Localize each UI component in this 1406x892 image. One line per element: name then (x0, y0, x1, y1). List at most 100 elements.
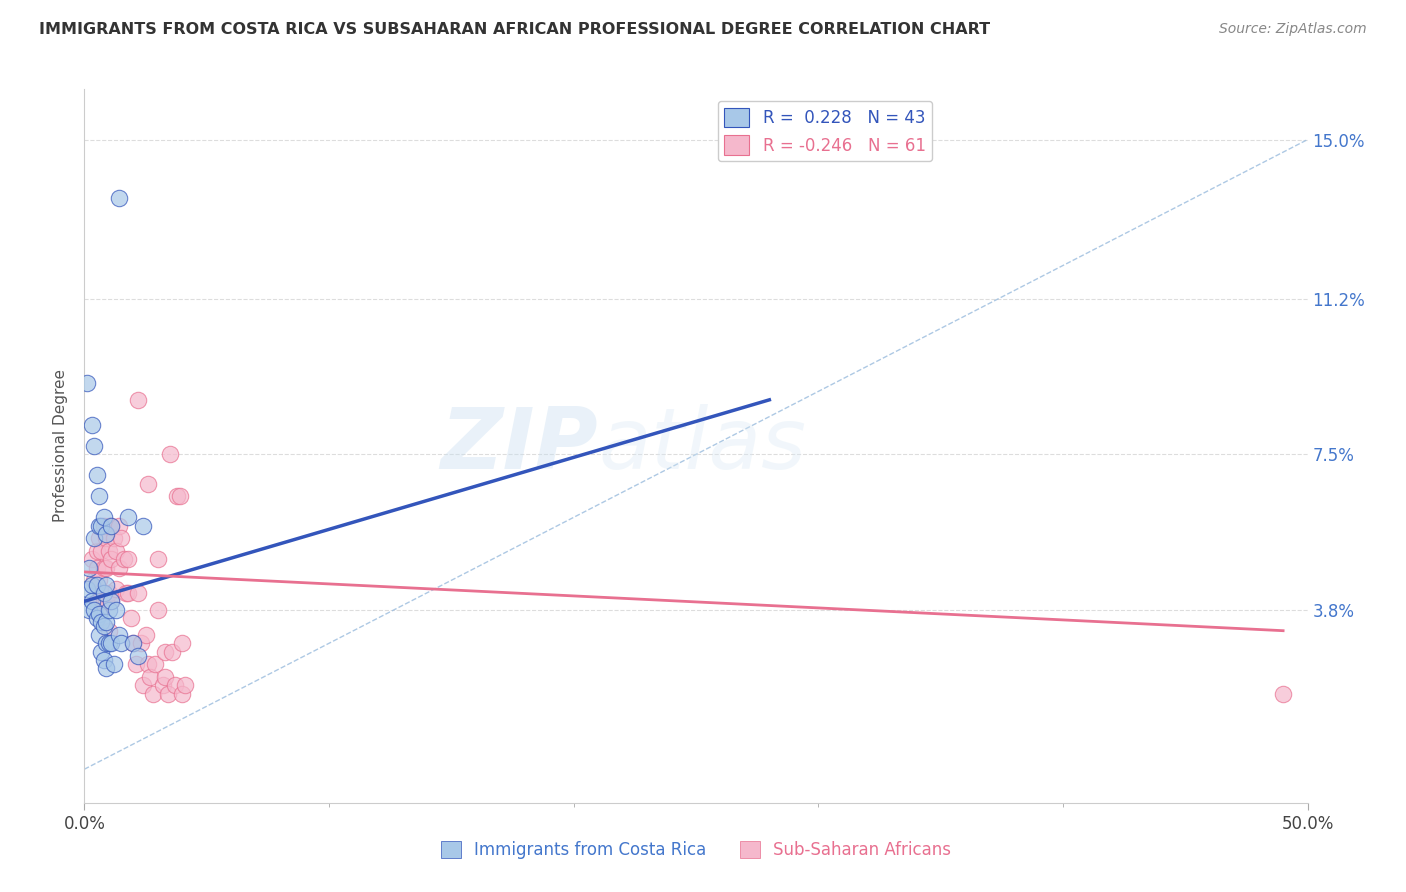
Point (96, 615, 118, 630)
Point (153, 645, 176, 659)
Point (117, 510, 139, 524)
Point (93, 586, 115, 600)
Point (110, 636, 132, 650)
Point (159, 447, 181, 461)
Point (120, 611, 142, 625)
Point (136, 657, 159, 672)
Point (117, 552, 139, 566)
Point (87, 532, 110, 546)
Point (107, 628, 129, 642)
Point (107, 560, 129, 574)
Point (132, 678, 155, 692)
Point (87, 489, 110, 503)
Point (97, 586, 120, 600)
Point (105, 603, 128, 617)
Point (132, 518, 155, 533)
Point (97, 544, 120, 558)
Text: IMMIGRANTS FROM COSTA RICA VS SUBSAHARAN AFRICAN PROFESSIONAL DEGREE CORRELATION: IMMIGRANTS FROM COSTA RICA VS SUBSAHARAN… (39, 22, 990, 37)
Point (127, 392, 149, 407)
Point (146, 603, 169, 617)
Point (90, 518, 112, 533)
Point (80, 594, 103, 608)
Point (96, 560, 118, 574)
Point (173, 678, 195, 692)
Point (152, 678, 174, 692)
Point (105, 582, 128, 596)
Point (115, 586, 138, 600)
Point (87, 607, 110, 621)
Point (1272, 687, 1295, 701)
Point (86, 544, 108, 558)
Text: ZIP: ZIP (440, 404, 598, 488)
Point (90, 645, 112, 659)
Point (83, 603, 105, 617)
Point (80, 577, 103, 591)
Point (80, 417, 103, 432)
Point (83, 439, 105, 453)
Point (122, 636, 145, 650)
Point (97, 603, 120, 617)
Point (97, 624, 120, 638)
Point (129, 636, 152, 650)
Point (117, 586, 139, 600)
Point (96, 661, 118, 675)
Point (96, 532, 118, 546)
Point (90, 544, 112, 558)
Point (172, 687, 194, 701)
Point (90, 586, 112, 600)
Point (97, 636, 120, 650)
Point (100, 518, 122, 533)
Point (127, 648, 149, 663)
Point (139, 670, 162, 684)
Point (83, 532, 105, 546)
Point (100, 594, 122, 608)
Point (146, 552, 169, 566)
Point (83, 574, 105, 588)
Point (76, 582, 98, 596)
Text: atlas: atlas (598, 404, 806, 488)
Point (143, 657, 166, 672)
Point (97, 518, 120, 533)
Point (77, 560, 100, 574)
Point (122, 636, 145, 650)
Point (162, 645, 184, 659)
Point (125, 657, 148, 672)
Point (100, 518, 122, 533)
Point (142, 687, 165, 701)
Point (105, 544, 128, 558)
Point (136, 476, 159, 491)
Point (87, 628, 110, 642)
Point (163, 678, 186, 692)
Point (156, 687, 179, 701)
Point (90, 615, 112, 630)
Point (86, 560, 108, 574)
Point (100, 594, 122, 608)
Point (93, 518, 115, 533)
Point (93, 560, 115, 574)
Point (172, 636, 194, 650)
Point (86, 577, 108, 591)
Point (100, 636, 122, 650)
Point (103, 657, 125, 672)
Point (93, 653, 115, 667)
Text: Source: ZipAtlas.com: Source: ZipAtlas.com (1219, 22, 1367, 37)
Point (77, 603, 100, 617)
Y-axis label: Professional Degree: Professional Degree (53, 369, 69, 523)
Point (169, 489, 191, 503)
Point (80, 552, 103, 566)
Point (96, 527, 118, 541)
Point (87, 574, 110, 588)
Point (107, 518, 129, 533)
Point (96, 636, 118, 650)
Point (86, 468, 108, 483)
Point (86, 611, 108, 625)
Point (96, 594, 118, 608)
Legend: Immigrants from Costa Rica, Sub-Saharan Africans: Immigrants from Costa Rica, Sub-Saharan … (434, 834, 957, 866)
Point (107, 191, 129, 205)
Point (90, 603, 112, 617)
Point (166, 489, 188, 503)
Point (103, 532, 125, 546)
Point (86, 594, 108, 608)
Point (112, 552, 135, 566)
Point (127, 586, 149, 600)
